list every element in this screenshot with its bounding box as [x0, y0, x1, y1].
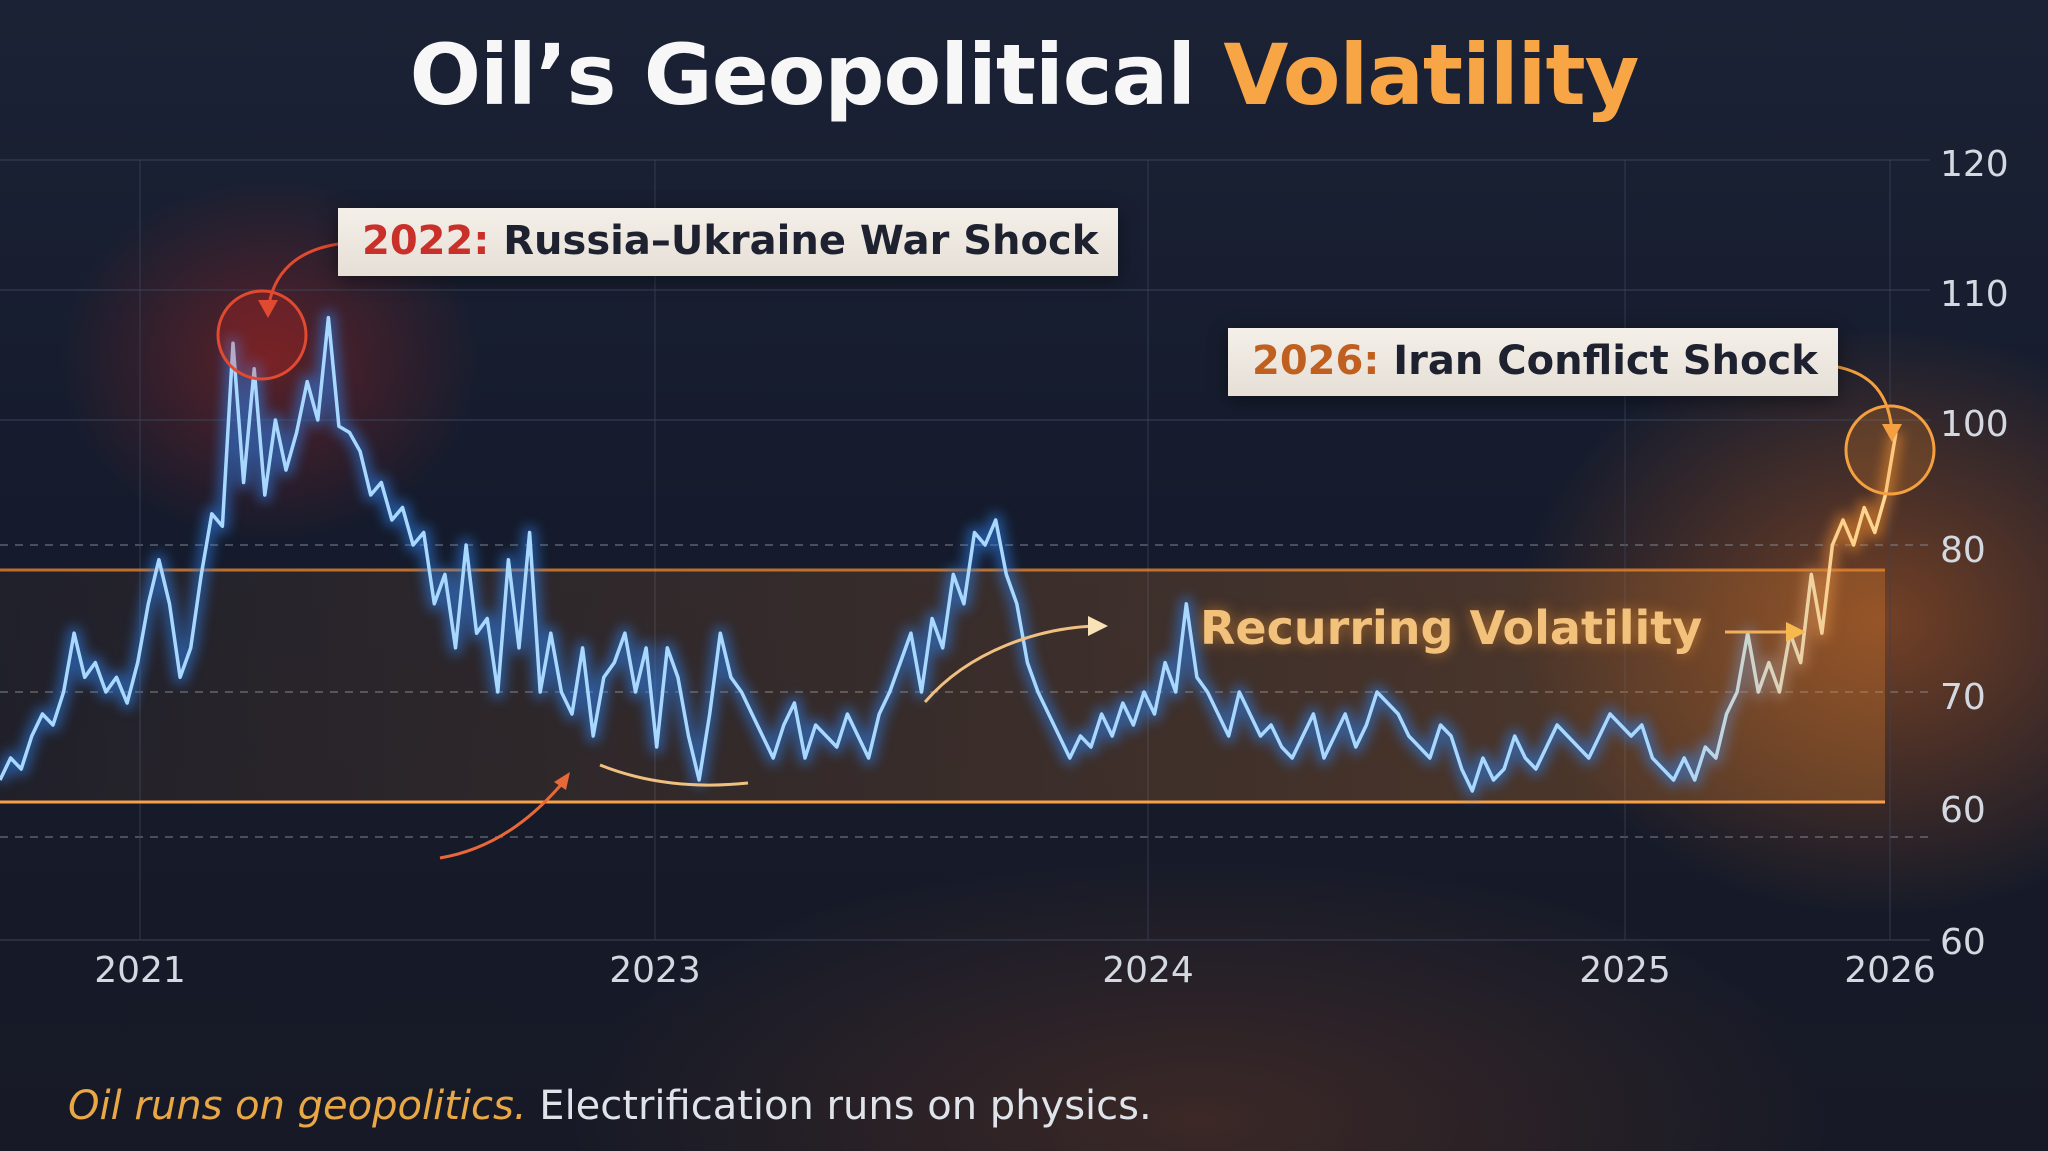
callout-iran-text: Iran Conflict Shock — [1379, 338, 1818, 384]
callout-war-year: 2022: — [362, 218, 490, 264]
x-tick-label: 2026 — [1844, 950, 1936, 991]
x-tick-label: 2025 — [1579, 950, 1671, 991]
callout-war-text: Russia–Ukraine War Shock — [489, 218, 1099, 264]
y-tick-label: 60 — [1940, 790, 1986, 831]
mid-arrow — [923, 624, 1096, 703]
war-peak-circle — [216, 289, 308, 381]
mid-arrowhead — [1088, 616, 1108, 636]
callout-iran-year: 2026: — [1252, 338, 1380, 384]
iran-peak-circle — [1844, 404, 1936, 496]
war-arrow — [266, 242, 339, 313]
footer-caption: Oil runs on geopolitics. Electrification… — [68, 1083, 1152, 1129]
y-tick-label: 110 — [1940, 274, 2009, 315]
chart-title: Oil’s Geopolitical Volatility — [0, 26, 2048, 124]
y-tick-label: 100 — [1940, 404, 2009, 445]
y-tick-label: 70 — [1940, 677, 1986, 718]
y-tick-label: 60 — [1940, 922, 1986, 963]
dip-swoosh — [599, 763, 749, 787]
footer-accent: Oil runs on geopolitics. — [68, 1083, 527, 1129]
callout-iran-shock: 2026: Iran Conflict Shock — [1228, 328, 1838, 396]
callout-war-shock: 2022: Russia–Ukraine War Shock — [338, 208, 1119, 276]
war-arrowhead — [258, 300, 278, 318]
dip-arrowhead — [554, 772, 570, 790]
dip-arrow — [439, 779, 567, 860]
footer-rest: Electrification runs on physics. — [526, 1083, 1152, 1129]
title-accent: Volatility — [1223, 26, 1639, 124]
x-tick-label: 2024 — [1102, 950, 1194, 991]
x-tick-label: 2021 — [94, 950, 186, 991]
iran-arrowhead — [1882, 424, 1902, 442]
x-tick-label: 2023 — [609, 950, 701, 991]
y-tick-label: 80 — [1940, 530, 1986, 571]
y-tick-label: 120 — [1940, 144, 2009, 185]
band-label-arrowhead — [1786, 622, 1806, 642]
title-main: Oil’s Geopolitical — [409, 26, 1196, 124]
band-label: Recurring Volatility — [1200, 601, 1703, 655]
series-line — [0, 315, 1898, 793]
